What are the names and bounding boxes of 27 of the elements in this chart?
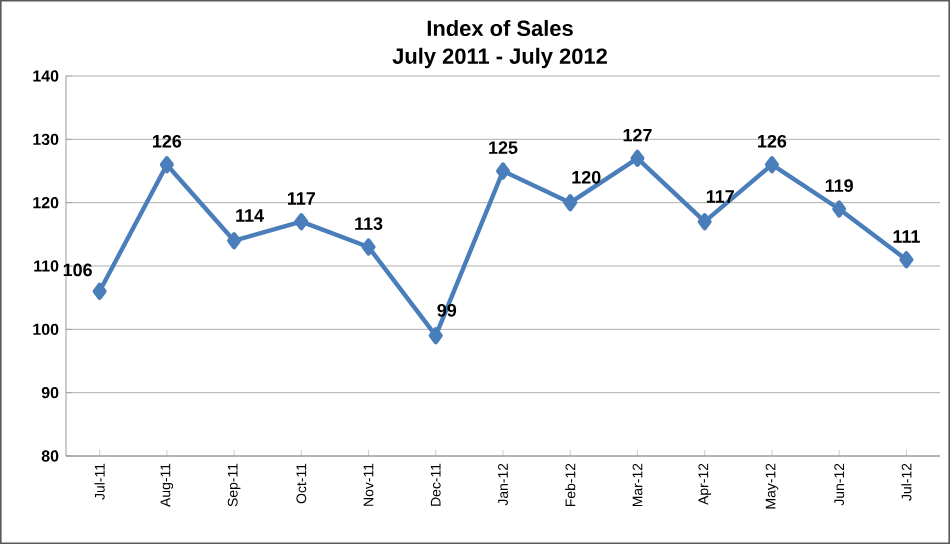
data-label: 117 [287,192,315,205]
point [159,156,174,174]
point [294,213,309,231]
point [832,200,847,218]
data-label: 120 [572,170,601,184]
data-label: 126 [758,134,787,148]
data-label: 111 [893,230,920,243]
point [764,156,779,174]
data-label: 114 [236,209,264,222]
point [227,232,242,250]
data-label: 127 [623,128,652,142]
point [563,194,578,212]
data-label: 106 [63,263,92,277]
data-label: 119 [825,179,853,192]
data-label: 125 [489,141,518,154]
point [697,213,712,231]
chart-subtitle: July 2011 - July 2012 [392,47,607,69]
data-label: 113 [355,217,383,230]
point [899,251,914,269]
data-label: 117 [706,190,734,203]
point [496,162,510,180]
point [630,149,645,167]
point [361,238,376,256]
point [92,282,107,300]
chart-title: Index of Sales [427,19,573,37]
data-label: 126 [153,134,182,148]
point [428,327,443,345]
